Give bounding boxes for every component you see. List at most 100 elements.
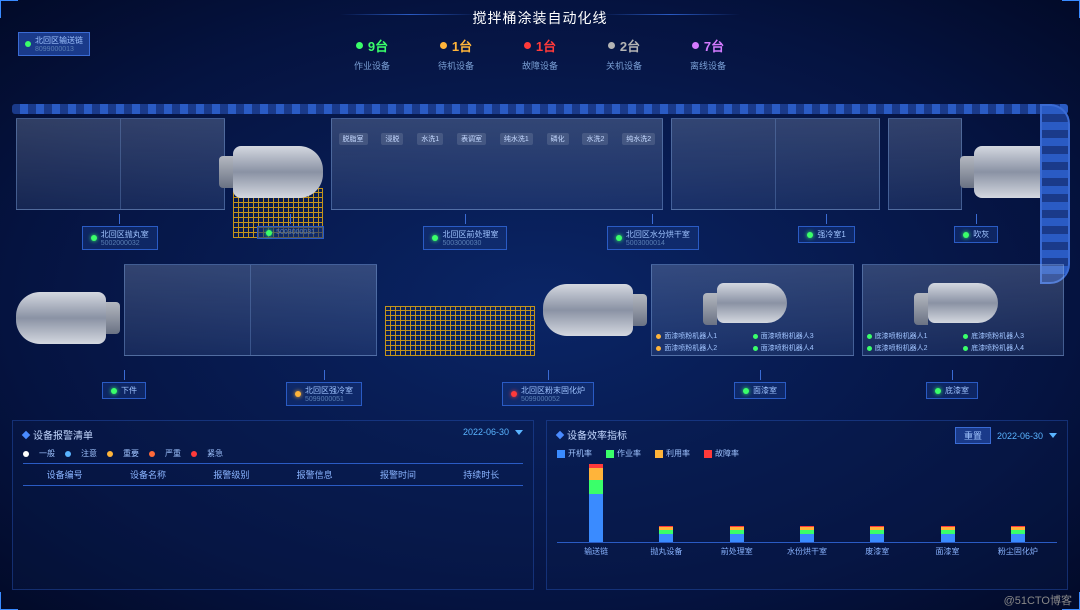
bar-group[interactable]: 粉尘固化炉 xyxy=(988,526,1047,557)
status-dot xyxy=(616,235,622,241)
tag-name: 北回区粉末固化炉 xyxy=(521,385,585,396)
base-paint-booth: 底漆喷粉机器人1底漆喷粉机器人3底漆喷粉机器人2底漆喷粉机器人4 xyxy=(862,264,1064,356)
status-dot xyxy=(867,334,872,339)
robot-item: 面漆喷粉机器人2 xyxy=(656,343,745,353)
legend-label: 作业率 xyxy=(617,448,641,459)
mixing-tank xyxy=(717,283,787,323)
status-dot xyxy=(963,346,968,351)
production-line-row-2: 面漆喷粉机器人1 面漆喷粉机器人3 面漆喷粉机器人2 面漆喷粉机器人4 底漆喷粉机器人… xyxy=(12,254,1068,414)
robot-name: 面漆喷粉机器人2 xyxy=(664,343,717,353)
tag-id: 5099000052 xyxy=(521,396,585,403)
station-tag[interactable]: 底漆室 xyxy=(926,370,978,406)
robot-item: 面漆喷粉机器人1 xyxy=(656,331,745,341)
robot-item: 面漆喷粉机器人3 xyxy=(753,331,842,341)
station-tag[interactable]: 5003000031 xyxy=(257,214,324,250)
fence-area xyxy=(385,264,535,356)
legend-label: 一般 xyxy=(39,448,55,459)
dropdown-icon[interactable] xyxy=(515,430,523,435)
watermark: @51CTO博客 xyxy=(1004,592,1072,608)
station-tag[interactable]: 北回区强冷室5099000051 xyxy=(286,370,362,406)
panel-title: 设备报警清单 xyxy=(33,427,93,442)
legend-item: 作业率 xyxy=(606,448,641,459)
legend-swatch xyxy=(606,450,614,458)
status-label: 故障设备 xyxy=(522,59,558,72)
alarm-table-header: 设备编号设备名称报警级别报警信息报警时间持续时长 xyxy=(23,463,523,486)
bar-group[interactable]: 输送链 xyxy=(567,464,626,557)
status-dot xyxy=(524,42,531,49)
legend-swatch xyxy=(557,450,565,458)
bar-label: 废漆室 xyxy=(865,546,889,557)
status-dot xyxy=(963,334,968,339)
reset-button[interactable]: 重置 xyxy=(955,427,991,444)
column-header: 报警信息 xyxy=(273,468,356,481)
face-paint-booth: 面漆喷粉机器人1 面漆喷粉机器人3 面漆喷粉机器人2 面漆喷粉机器人4 xyxy=(651,264,853,356)
legend-dot xyxy=(107,451,113,457)
station-tag[interactable]: 吹灰 xyxy=(954,214,998,250)
mixing-tank xyxy=(543,284,633,336)
pretreatment-booth: 脱脂室浸脱水洗1表调室纯水洗1磷化水洗2纯水洗2 xyxy=(331,118,664,210)
bar-group[interactable]: 面漆室 xyxy=(918,526,977,557)
status-dot xyxy=(432,235,438,241)
date-value[interactable]: 2022-06-30 xyxy=(997,431,1043,441)
station-tag[interactable]: 北回区抛丸室5002000032 xyxy=(82,214,158,250)
status-dot xyxy=(511,391,517,397)
status-item: 1台故障设备 xyxy=(522,36,558,72)
bar-segment xyxy=(730,534,744,542)
legend-label: 紧急 xyxy=(207,448,223,459)
bar-group[interactable]: 废漆室 xyxy=(848,526,907,557)
tag-name: 下件 xyxy=(121,385,137,396)
station-tag[interactable]: 北回区前处理室5003000030 xyxy=(423,214,507,250)
status-dot xyxy=(807,232,813,238)
bar-group[interactable]: 抛丸设备 xyxy=(637,526,696,557)
tag-name: 北回区前处理室 xyxy=(442,229,498,240)
status-count: 2台 xyxy=(620,36,640,55)
status-item: 7台离线设备 xyxy=(690,36,726,72)
status-dot xyxy=(356,42,363,49)
mixing-tank xyxy=(928,283,998,323)
conveyor-belt xyxy=(12,104,1068,114)
status-dot xyxy=(608,42,615,49)
mixing-tank xyxy=(16,292,106,344)
efficiency-panel: 设备效率指标 重置 2022-06-30 开机率作业率利用率故障率 输送链抛丸设… xyxy=(546,420,1068,590)
bar-segment xyxy=(589,480,603,494)
status-dot xyxy=(753,334,758,339)
status-count: 1台 xyxy=(452,36,472,55)
bar-segment xyxy=(1011,534,1025,542)
legend-swatch xyxy=(704,450,712,458)
station-tag[interactable]: 北回区粉末固化炉5099000052 xyxy=(502,370,594,406)
loading-booth xyxy=(16,118,225,210)
legend-dot xyxy=(191,451,197,457)
legend-item: 开机率 xyxy=(557,448,592,459)
robot-name: 面漆喷粉机器人4 xyxy=(761,343,814,353)
booth-label: 浸脱 xyxy=(381,133,403,145)
status-count: 1台 xyxy=(536,36,556,55)
station-tag[interactable]: 强冷室1 xyxy=(798,214,854,250)
status-label: 作业设备 xyxy=(354,59,390,72)
alarm-panel: 设备报警清单 2022-06-30 一般注意重要严重紧急 设备编号设备名称报警级… xyxy=(12,420,534,590)
mixing-tank xyxy=(233,146,323,198)
station-tag[interactable]: 面漆室 xyxy=(734,370,786,406)
dropdown-icon[interactable] xyxy=(1049,433,1057,438)
legend-label: 严重 xyxy=(165,448,181,459)
bar-group[interactable]: 前处理室 xyxy=(707,526,766,557)
tag-name: 北回区输送链 xyxy=(35,35,83,46)
tag-name: 北回区强冷室 xyxy=(305,385,353,396)
status-item: 1台待机设备 xyxy=(438,36,474,72)
bar-group[interactable]: 水份烘干室 xyxy=(777,526,836,557)
robot-item: 面漆喷粉机器人4 xyxy=(753,343,842,353)
tag-name: 吹灰 xyxy=(973,229,989,240)
conveyor-tag[interactable]: 北回区输送链 8099000013 xyxy=(18,32,90,56)
status-dot xyxy=(25,41,31,47)
status-item: 9台作业设备 xyxy=(354,36,390,72)
date-value[interactable]: 2022-06-30 xyxy=(463,427,509,437)
panel-title: 设备效率指标 xyxy=(567,427,627,442)
station-tag[interactable]: 下件 xyxy=(102,370,146,406)
bar-label: 粉尘固化炉 xyxy=(998,546,1038,557)
legend-dot xyxy=(23,451,29,457)
legend-dot xyxy=(65,451,71,457)
tag-id: 8099000013 xyxy=(35,46,83,53)
legend-label: 注意 xyxy=(81,448,97,459)
cooling-booth xyxy=(888,118,962,210)
station-tag[interactable]: 北回区水分烘干室5003000014 xyxy=(607,214,699,250)
status-dot xyxy=(91,235,97,241)
